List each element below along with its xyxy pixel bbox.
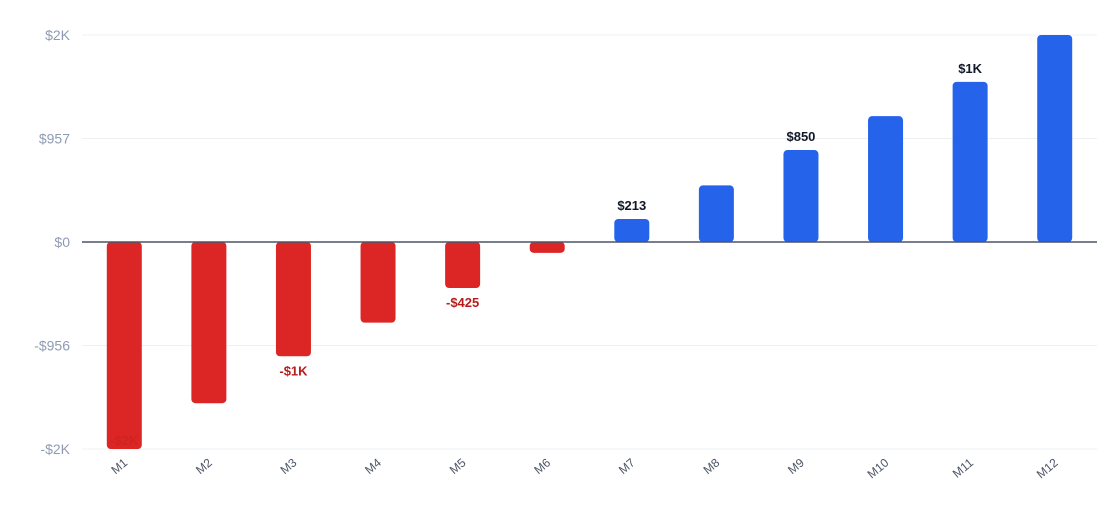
x-tick-label: M1 xyxy=(108,455,130,477)
data-label: $1K xyxy=(958,61,982,76)
bar-m2[interactable] xyxy=(191,242,227,404)
x-tick-label: M6 xyxy=(531,455,553,477)
bar-m9[interactable] xyxy=(783,150,819,242)
y-tick-label: -$956 xyxy=(34,337,70,353)
bar-m4[interactable] xyxy=(360,242,396,323)
x-tick-label: M8 xyxy=(701,455,723,477)
grid-layer xyxy=(82,34,1097,450)
y-tick-label: -$2K xyxy=(40,441,70,457)
data-label: $213 xyxy=(617,198,646,213)
x-tick-label: M2 xyxy=(193,455,215,477)
x-tick-label: M7 xyxy=(616,455,638,477)
y-tick-label: $957 xyxy=(39,130,70,146)
x-tick-label: M12 xyxy=(1034,455,1061,481)
bar-m7[interactable] xyxy=(614,218,650,242)
bar-m6[interactable] xyxy=(529,242,565,253)
data-label: -$1K xyxy=(279,363,308,378)
data-label: -$2K xyxy=(110,433,139,448)
bar-m1[interactable] xyxy=(106,242,142,449)
bar-m12[interactable] xyxy=(1037,35,1073,242)
x-axis: M1 M2 M3 M4 M5 M6 M7 M8 M9 M10 M11 M12 xyxy=(108,455,1060,481)
x-tick-label: M5 xyxy=(447,455,469,477)
y-tick-label: $2K xyxy=(45,27,71,43)
data-labels-layer: -$2K -$1K -$425 $213 $850 $1K xyxy=(110,61,982,448)
x-tick-label: M10 xyxy=(865,455,892,481)
bars-layer xyxy=(106,35,1073,449)
y-axis: $2K $957 $0 -$956 -$2K xyxy=(34,27,70,457)
x-tick-label: M3 xyxy=(278,455,300,477)
x-tick-label: M9 xyxy=(785,455,807,477)
bar-m11[interactable] xyxy=(952,81,988,242)
x-tick-label: M11 xyxy=(950,455,976,480)
data-label: $850 xyxy=(786,129,815,144)
data-label: -$425 xyxy=(446,295,479,310)
bar-m5[interactable] xyxy=(445,242,481,288)
bar-m10[interactable] xyxy=(868,116,904,242)
y-tick-label: $0 xyxy=(54,234,70,250)
bar-m3[interactable] xyxy=(275,242,311,357)
bar-m8[interactable] xyxy=(698,185,734,242)
x-tick-label: M4 xyxy=(362,455,384,477)
